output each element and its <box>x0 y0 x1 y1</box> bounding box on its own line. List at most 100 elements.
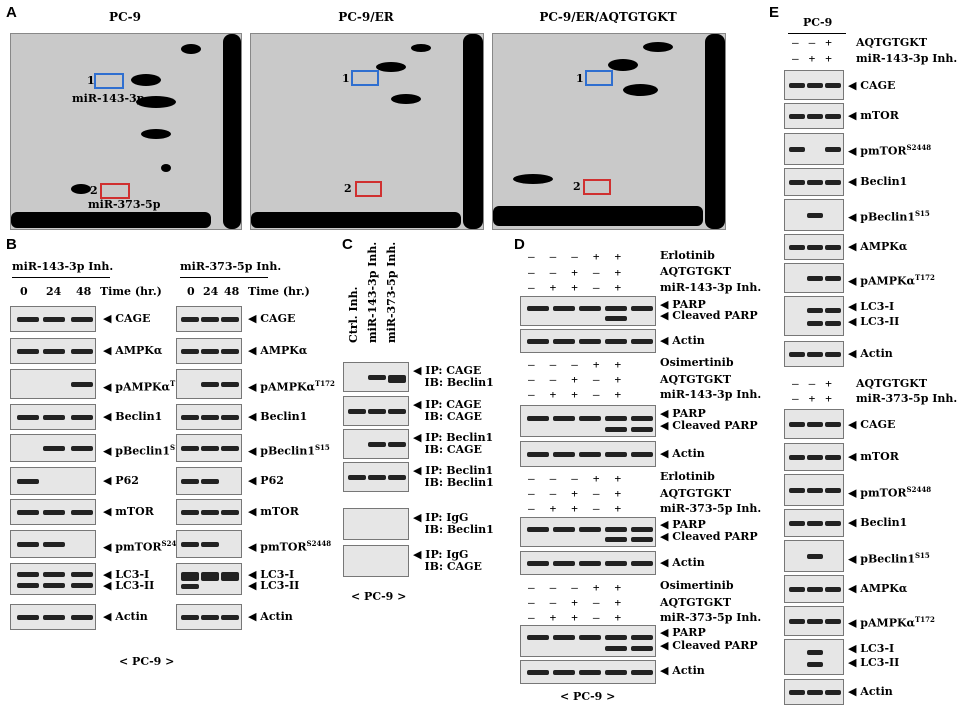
d-g2-parp: ◀ PARP <box>660 407 706 420</box>
e-b-label-actin: ◀ Actin <box>848 685 893 698</box>
c-footer: < PC-9 > <box>351 590 407 603</box>
d-g3-parp: ◀ PARP <box>660 518 706 531</box>
d-g1-inh: miR-143-3p Inh. <box>660 281 762 294</box>
b-time-0r: 0 <box>187 285 195 298</box>
box-1-number: 1 <box>87 74 95 87</box>
e-b-label-ampk: ◀ AMPKα <box>848 582 908 595</box>
blot-b-l-cage <box>10 306 96 332</box>
blot-e-t-cage <box>784 70 844 100</box>
e-top-aqt: AQTGTGKT <box>856 36 928 49</box>
e-t-label-lc3ii: ◀ LC3-II <box>848 315 900 328</box>
b-label-p62: ◀ P62 <box>103 474 139 487</box>
b-label-pmtor: ◀ pmTORS2448 <box>103 539 187 554</box>
panel-label-a: A <box>6 4 17 21</box>
array-title-2: PC-9/ER <box>338 10 394 24</box>
d-g4-aqt: AQTGTGKT <box>660 596 732 609</box>
b-r-label-actin: ◀ Actin <box>248 610 293 623</box>
d-g4-parp: ◀ PARP <box>660 626 706 639</box>
d-g2-aqt: AQTGTGKT <box>660 373 732 386</box>
blot-b-r-lc3 <box>176 563 242 595</box>
blot-e-b-beclin1 <box>784 509 844 537</box>
blot-e-t-actin <box>784 341 844 367</box>
blot-b-r-pbeclin1 <box>176 434 242 462</box>
blot-d-g4-parp <box>520 625 656 657</box>
e-t-label-beclin1: ◀ Beclin1 <box>848 175 908 188</box>
blot-b-l-actin <box>10 604 96 630</box>
blot-b-r-actin <box>176 604 242 630</box>
d-g1-drug: Erlotinib <box>660 249 715 262</box>
array-title-1: PC-9 <box>109 10 141 24</box>
blot-b-r-pmtor <box>176 530 242 558</box>
blot-d-g3-parp <box>520 517 656 547</box>
box-1-number-3: 1 <box>576 72 584 85</box>
e-t-label-actin: ◀ Actin <box>848 347 893 360</box>
d-g4-row2: ––+–+ <box>528 596 637 609</box>
blot-e-t-mtor <box>784 103 844 129</box>
d-g2-row1: –––++ <box>528 358 637 371</box>
e-b-label-lc3ii: ◀ LC3-II <box>848 656 900 669</box>
d-g1-cleaved: ◀ Cleaved PARP <box>660 309 758 322</box>
d-g2-drug: Osimertinib <box>660 356 734 369</box>
blot-c-1 <box>343 362 409 392</box>
e-t-label-mtor: ◀ mTOR <box>848 109 899 122</box>
b-r-label-p62: ◀ P62 <box>248 474 284 487</box>
b-r-label-pampk: ◀ pAMPKαT172 <box>248 379 335 394</box>
blot-b-l-pmtor <box>10 530 96 558</box>
e-t-label-ampk: ◀ AMPKα <box>848 240 908 253</box>
b-label-beclin1: ◀ Beclin1 <box>103 410 163 423</box>
d-g4-row3: –++–+ <box>528 611 637 624</box>
c-lane-ctrl: Ctrl. Inh. <box>347 286 360 343</box>
c-label-5: ◀ IP: IgG IB: Beclin1 <box>413 511 494 536</box>
blot-e-b-pmtor <box>784 474 844 506</box>
mir-373-label: miR-373-5p <box>88 198 161 211</box>
b-label-mtor: ◀ mTOR <box>103 505 154 518</box>
d-g1-row2: ––+–+ <box>528 266 637 279</box>
b-time-0: 0 <box>20 285 28 298</box>
panel-label-e: E <box>769 4 780 21</box>
blot-e-b-cage <box>784 409 844 439</box>
e-b-label-mtor: ◀ mTOR <box>848 450 899 463</box>
b-r-label-pbeclin1: ◀ pBeclin1S15 <box>248 443 330 458</box>
microarray-image-2 <box>250 33 484 230</box>
box-2-number-2: 2 <box>344 182 352 195</box>
d-g2-row3: –++–+ <box>528 388 637 401</box>
d-g2-inh: miR-143-3p Inh. <box>660 388 762 401</box>
blot-c-3 <box>343 429 409 459</box>
b-r-label-lc3i: ◀ LC3-I <box>248 568 295 581</box>
box-2-aqt <box>583 179 611 195</box>
e-top-row1: ––+ <box>792 36 842 49</box>
d-footer: < PC-9 > <box>560 690 616 703</box>
b-time-24r: 24 <box>203 285 219 298</box>
d-g3-row2: ––+–+ <box>528 487 637 500</box>
d-g1-aqt: AQTGTGKT <box>660 265 732 278</box>
b-label-ampk: ◀ AMPKα <box>103 344 163 357</box>
b-time-24: 24 <box>46 285 62 298</box>
e-bot-inh: miR-373-5p Inh. <box>856 392 957 405</box>
e-b-label-beclin1: ◀ Beclin1 <box>848 516 908 529</box>
blot-b-r-beclin1 <box>176 404 242 430</box>
b-r-label-pmtor: ◀ pmTORS2448 <box>248 539 332 554</box>
c-lane-143: miR-143-3p Inh. <box>366 241 379 343</box>
blot-e-t-ampk <box>784 234 844 260</box>
d-g3-inh: miR-373-5p Inh. <box>660 502 762 515</box>
box-2-number: 2 <box>90 184 98 197</box>
blot-e-b-ampk <box>784 575 844 603</box>
c-label-1: ◀ IP: CAGE IB: Beclin1 <box>413 364 494 389</box>
blot-b-r-cage <box>176 306 242 332</box>
blot-b-r-ampk <box>176 338 242 364</box>
e-bot-row1: ––+ <box>792 377 842 390</box>
array-title-3: PC-9/ER/AQTGTGKT <box>539 10 677 24</box>
e-top-inh: miR-143-3p Inh. <box>856 52 957 65</box>
b-time-label: Time (hr.) <box>100 285 162 298</box>
blot-b-r-p62 <box>176 467 242 495</box>
microarray-image-3 <box>492 33 726 230</box>
c-label-6: ◀ IP: IgG IB: CAGE <box>413 548 482 573</box>
e-t-label-pmtor: ◀ pmTORS2448 <box>848 143 932 158</box>
e-b-label-pbeclin1: ◀ pBeclin1S15 <box>848 551 930 566</box>
blot-c-5 <box>343 508 409 540</box>
blot-b-l-mtor <box>10 499 96 525</box>
b-label-actin: ◀ Actin <box>103 610 148 623</box>
blot-d-g4-actin <box>520 660 656 684</box>
d-g3-cleaved: ◀ Cleaved PARP <box>660 530 758 543</box>
blot-b-l-lc3 <box>10 563 96 595</box>
